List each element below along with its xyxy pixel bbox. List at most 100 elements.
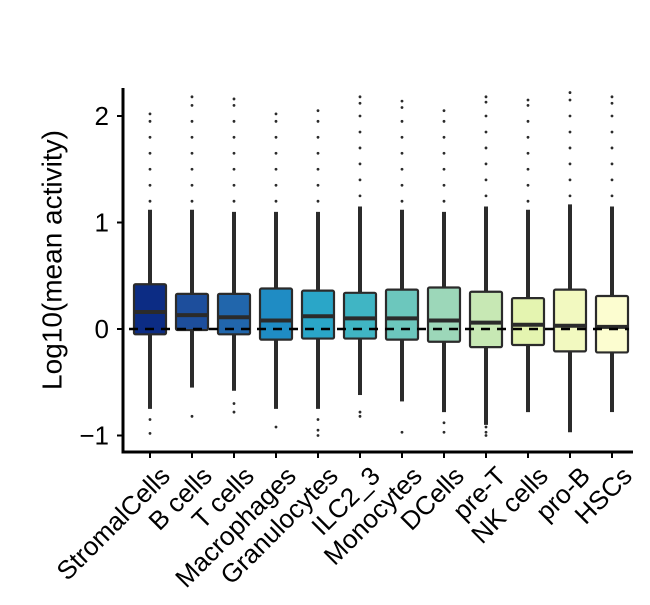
box-4 bbox=[258, 112, 294, 429]
outlier-point bbox=[274, 135, 278, 139]
outlier-point bbox=[190, 95, 194, 99]
plot-area bbox=[129, 91, 630, 437]
outlier-point bbox=[190, 183, 194, 187]
box-3 bbox=[216, 97, 252, 414]
outlier-point bbox=[316, 199, 320, 203]
box-rect bbox=[468, 290, 504, 349]
outlier-point bbox=[526, 103, 530, 107]
outlier-point bbox=[358, 162, 362, 166]
outlier-point bbox=[316, 183, 320, 187]
y-tick-label: 1 bbox=[95, 208, 109, 238]
outlier-point bbox=[610, 194, 614, 198]
outlier-point bbox=[484, 194, 488, 198]
outlier-point bbox=[442, 183, 446, 187]
outlier-point bbox=[568, 178, 572, 182]
outlier-point bbox=[232, 103, 236, 107]
outlier-point bbox=[526, 199, 530, 203]
box-rect bbox=[174, 292, 210, 332]
outlier-point bbox=[232, 183, 236, 187]
outlier-point bbox=[442, 167, 446, 171]
outlier-point bbox=[316, 119, 320, 123]
outlier-point bbox=[400, 430, 404, 434]
outlier-point bbox=[442, 430, 446, 434]
outlier-point bbox=[568, 130, 572, 134]
outlier-point bbox=[316, 428, 320, 432]
outlier-point bbox=[400, 199, 404, 203]
outlier-point bbox=[316, 418, 320, 421]
outlier-point bbox=[568, 194, 572, 198]
outlier-point bbox=[484, 114, 488, 118]
outlier-point bbox=[610, 114, 614, 118]
outlier-point bbox=[442, 151, 446, 155]
outlier-point bbox=[316, 135, 320, 139]
outlier-point bbox=[358, 414, 362, 418]
outlier-point bbox=[568, 146, 572, 150]
outlier-point bbox=[190, 199, 194, 203]
outlier-point bbox=[484, 430, 488, 434]
outlier-point bbox=[148, 167, 152, 171]
outlier-point bbox=[148, 418, 152, 421]
outlier-point bbox=[442, 421, 446, 425]
outlier-point bbox=[232, 119, 236, 123]
outlier-point bbox=[232, 151, 236, 155]
outlier-point bbox=[358, 410, 362, 414]
outlier-point bbox=[232, 402, 236, 405]
outlier-point bbox=[316, 109, 320, 113]
outlier-point bbox=[610, 162, 614, 166]
outlier-point bbox=[400, 106, 404, 109]
outlier-point bbox=[232, 410, 236, 414]
outlier-point bbox=[316, 151, 320, 155]
outlier-point bbox=[148, 199, 152, 203]
outlier-point bbox=[484, 95, 488, 99]
outlier-point bbox=[358, 178, 362, 182]
box-6 bbox=[342, 95, 378, 418]
outlier-point bbox=[358, 146, 362, 150]
outlier-point bbox=[526, 135, 530, 139]
outlier-point bbox=[190, 151, 194, 155]
outlier-point bbox=[400, 99, 404, 103]
outlier-point bbox=[316, 434, 320, 437]
outlier-point bbox=[316, 167, 320, 171]
box-rect bbox=[426, 286, 462, 343]
box-5 bbox=[300, 109, 336, 437]
y-axis-ticks: −1 0 1 2 bbox=[79, 101, 123, 451]
y-tick-label: 2 bbox=[95, 101, 109, 131]
box-8 bbox=[426, 109, 462, 434]
outlier-point bbox=[400, 167, 404, 171]
outlier-point bbox=[148, 151, 152, 155]
outlier-point bbox=[190, 135, 194, 139]
outlier-point bbox=[232, 199, 236, 203]
outlier-point bbox=[442, 109, 446, 113]
outlier-point bbox=[568, 114, 572, 118]
outlier-point bbox=[442, 119, 446, 123]
outlier-point bbox=[484, 100, 488, 104]
outlier-point bbox=[484, 434, 488, 437]
box-rect bbox=[216, 292, 252, 336]
box-rect bbox=[132, 283, 168, 336]
outlier-point bbox=[274, 199, 278, 203]
outlier-point bbox=[148, 119, 152, 123]
outlier-point bbox=[568, 98, 572, 102]
outlier-point bbox=[274, 112, 278, 116]
y-tick-label: 0 bbox=[95, 314, 109, 344]
outlier-point bbox=[484, 130, 488, 134]
box-10 bbox=[510, 98, 546, 413]
outlier-point bbox=[568, 91, 572, 94]
outlier-point bbox=[358, 101, 362, 105]
outlier-point bbox=[358, 130, 362, 134]
outlier-point bbox=[232, 97, 236, 101]
outlier-point bbox=[148, 112, 152, 116]
box-11 bbox=[552, 91, 588, 433]
outlier-point bbox=[484, 178, 488, 182]
outlier-point bbox=[484, 162, 488, 166]
outlier-point bbox=[148, 431, 152, 435]
outlier-point bbox=[190, 167, 194, 171]
outlier-point bbox=[442, 199, 446, 203]
outlier-point bbox=[190, 414, 194, 418]
y-axis-title: Log10(mean activity) bbox=[36, 130, 67, 390]
outlier-point bbox=[274, 119, 278, 123]
outlier-point bbox=[610, 146, 614, 150]
box-rect bbox=[594, 294, 630, 354]
